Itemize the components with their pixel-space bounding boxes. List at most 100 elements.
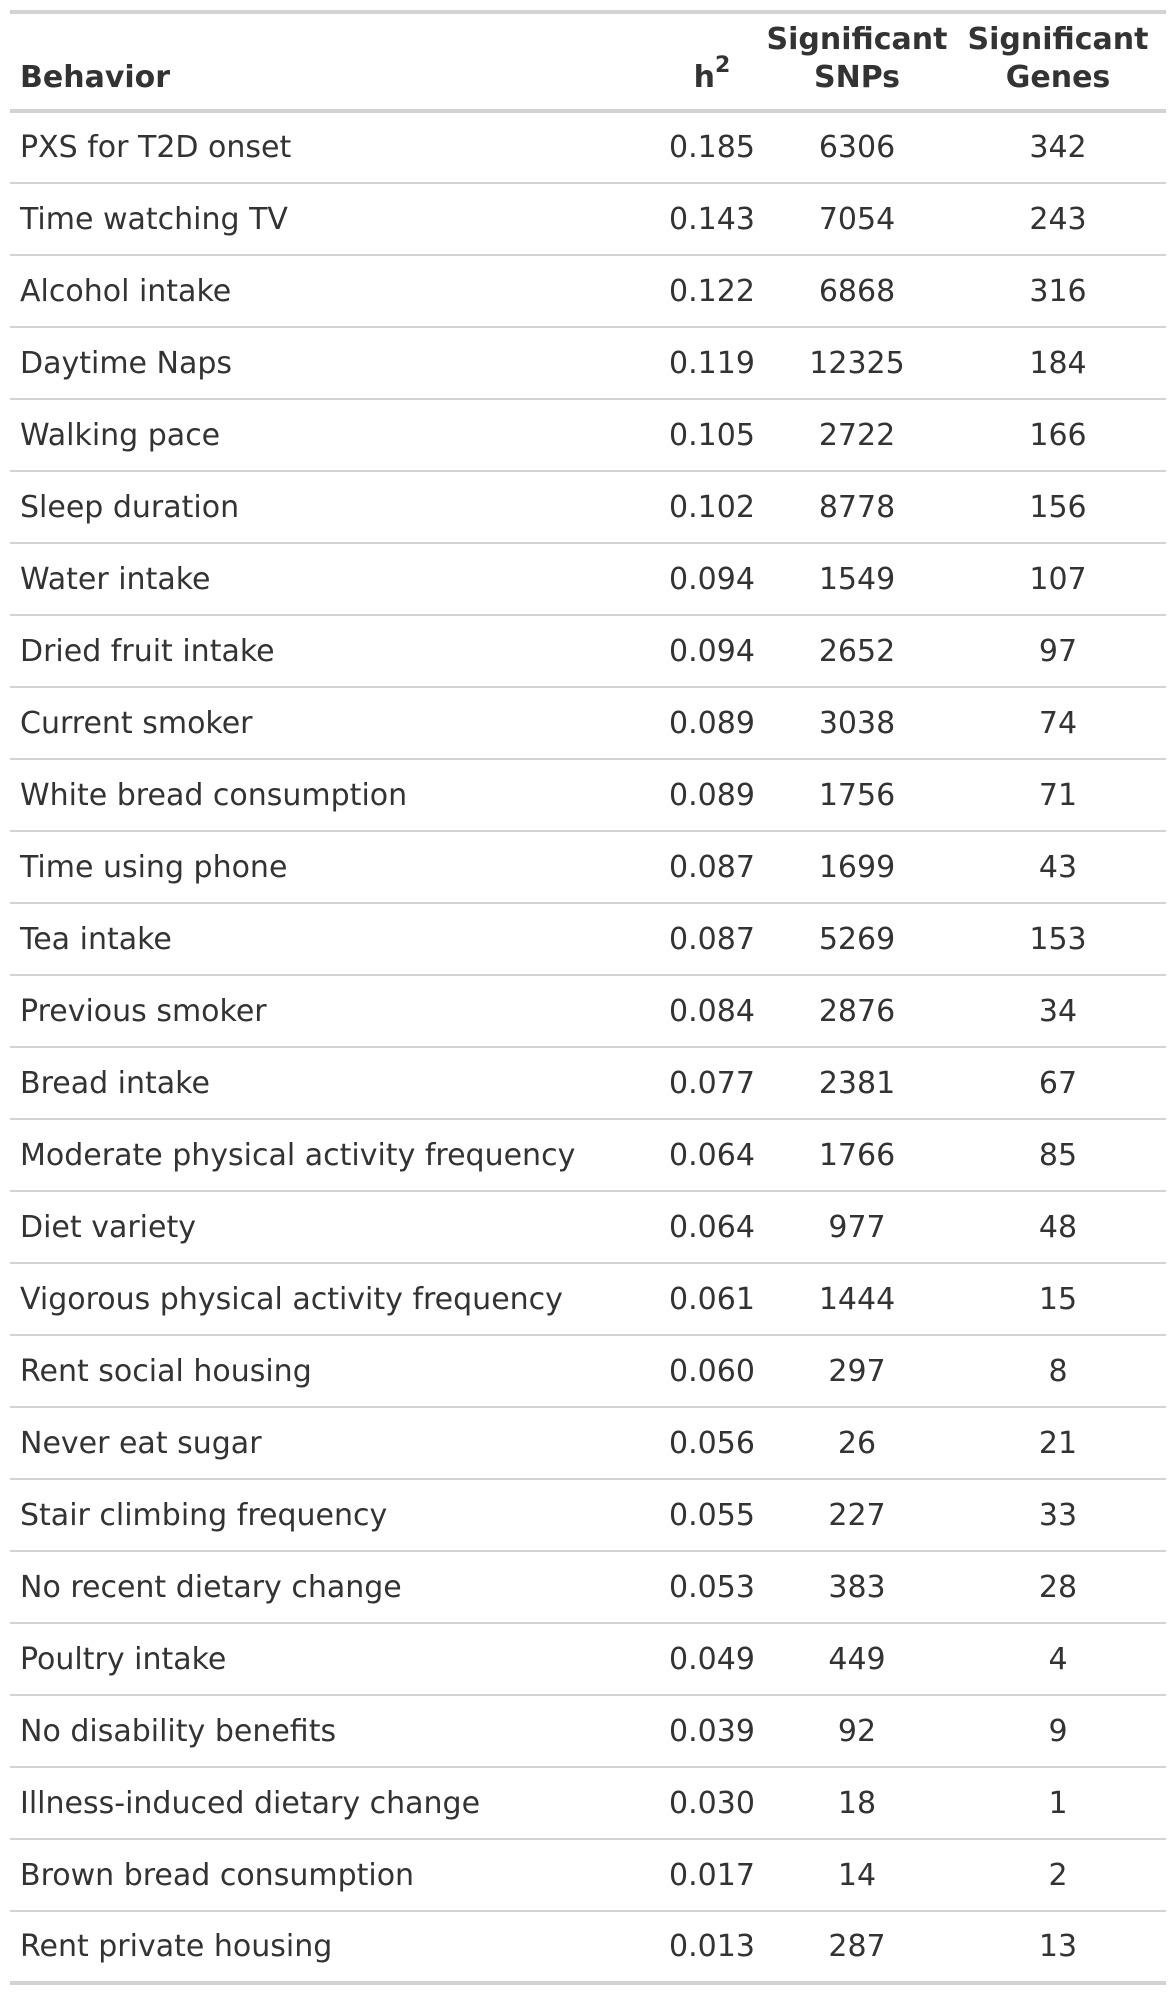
behavior-cell: Bread intake [20, 1065, 210, 1101]
snps-cell: 977 [828, 1209, 886, 1245]
snps-cell: 2381 [818, 1065, 896, 1101]
h2-cell: 0.122 [669, 273, 755, 309]
behavior-cell: Current smoker [20, 705, 253, 741]
h2-cell: 0.102 [669, 489, 755, 525]
h2-cell: 0.053 [669, 1569, 755, 1605]
h2-cell: 0.089 [669, 777, 755, 813]
header-genes-line2: Genes [1005, 60, 1111, 95]
table-row: Diet variety 0.064 977 48 [10, 1191, 1166, 1263]
snps-cell: 297 [828, 1353, 886, 1389]
table-row: Time using phone 0.087 1699 43 [10, 831, 1166, 903]
table-row: Daytime Naps 0.119 12325 184 [10, 327, 1166, 399]
h2-cell: 0.056 [669, 1425, 755, 1461]
snps-cell: 8778 [818, 489, 896, 525]
snps-cell: 1766 [818, 1137, 896, 1173]
h2-cell: 0.039 [669, 1713, 755, 1749]
h2-cell: 0.084 [669, 993, 755, 1029]
table-row: Tea intake 0.087 5269 153 [10, 903, 1166, 975]
table-row: Rent private housing 0.013 287 13 [10, 1911, 1166, 1983]
snps-cell: 227 [828, 1497, 886, 1533]
header-snps-line2: SNPs [813, 60, 901, 95]
table-row: Dried fruit intake 0.094 2652 97 [10, 615, 1166, 687]
behavior-cell: Diet variety [20, 1209, 196, 1245]
snps-cell: 383 [828, 1569, 886, 1605]
genes-cell: 166 [1029, 417, 1087, 453]
h2-cell: 0.094 [669, 561, 755, 597]
behavior-cell: Time watching TV [20, 201, 288, 237]
genes-cell: 74 [1038, 705, 1078, 741]
table-row: Bread intake 0.077 2381 67 [10, 1047, 1166, 1119]
genes-cell: 13 [1038, 1929, 1078, 1964]
table-row: No recent dietary change 0.053 383 28 [10, 1551, 1166, 1623]
h2-cell: 0.143 [669, 201, 755, 237]
h2-cell: 0.077 [669, 1065, 755, 1101]
table-row: Alcohol intake 0.122 6868 316 [10, 255, 1166, 327]
snps-cell: 1756 [818, 777, 896, 813]
behavior-cell: PXS for T2D onset [20, 130, 292, 165]
behavior-cell: Poultry intake [20, 1641, 227, 1677]
genes-cell: 153 [1029, 921, 1087, 957]
behavior-cell: Illness-induced dietary change [20, 1785, 481, 1821]
behavior-cell: White bread consumption [20, 777, 408, 813]
behavior-cell: Daytime Naps [20, 345, 233, 381]
h2-cell: 0.064 [669, 1209, 755, 1245]
snps-cell: 449 [828, 1641, 886, 1677]
snps-cell: 6306 [818, 130, 896, 165]
header-h2: h2 [614, 12, 764, 111]
snps-cell: 6868 [818, 273, 896, 309]
genes-cell: 97 [1038, 633, 1078, 669]
behavior-cell: Rent social housing [20, 1353, 312, 1389]
behavior-cell: Brown bread consumption [20, 1857, 415, 1893]
behavior-cell: Stair climbing frequency [20, 1497, 388, 1533]
genes-cell: 85 [1038, 1137, 1078, 1173]
h2-cell: 0.105 [669, 417, 755, 453]
behavior-cell: No recent dietary change [20, 1569, 402, 1605]
genes-cell: 156 [1029, 489, 1087, 525]
table-body: PXS for T2D onset 0.185 6306 342 Time watchi… [10, 111, 1166, 1983]
behavior-cell: Water intake [20, 561, 211, 597]
header-genes: Significant Genes [950, 12, 1166, 111]
h2-cell: 0.087 [669, 921, 755, 957]
header-h2-base: h [693, 60, 716, 95]
snps-cell: 12325 [809, 345, 905, 381]
genes-cell: 2 [1048, 1857, 1068, 1893]
snps-cell: 287 [828, 1929, 886, 1964]
snps-cell: 7054 [818, 201, 896, 237]
h2-cell: 0.087 [669, 849, 755, 885]
h2-cell: 0.030 [669, 1785, 755, 1821]
header-snps-line1: Significant [766, 22, 948, 57]
snps-cell: 2722 [818, 417, 896, 453]
table-row: Water intake 0.094 1549 107 [10, 543, 1166, 615]
header-row: Behavior h2 Significant SNPs Significant G… [10, 12, 1166, 111]
genes-cell: 4 [1048, 1641, 1068, 1677]
table-row: Brown bread consumption 0.017 14 2 [10, 1839, 1166, 1911]
table-row: Walking pace 0.105 2722 166 [10, 399, 1166, 471]
genes-cell: 316 [1029, 273, 1087, 309]
table-row: Current smoker 0.089 3038 74 [10, 687, 1166, 759]
genes-cell: 342 [1029, 130, 1087, 165]
table-header: Behavior h2 Significant SNPs Significant G… [10, 12, 1166, 111]
h2-cell: 0.094 [669, 633, 755, 669]
header-h2-superscript: 2 [715, 53, 731, 78]
snps-cell: 2876 [818, 993, 896, 1029]
h2-cell: 0.049 [669, 1641, 755, 1677]
genes-cell: 71 [1038, 777, 1078, 813]
snps-cell: 5269 [818, 921, 896, 957]
behavior-cell: Vigorous physical activity frequency [20, 1281, 563, 1317]
snps-cell: 1699 [818, 849, 896, 885]
behavior-cell: Alcohol intake [20, 273, 232, 309]
behavior-cell: Sleep duration [20, 489, 240, 525]
genes-cell: 67 [1038, 1065, 1078, 1101]
table-row: Moderate physical activity frequency 0.06… [10, 1119, 1166, 1191]
table-row: Illness-induced dietary change 0.030 18 1 [10, 1767, 1166, 1839]
genes-cell: 34 [1038, 993, 1078, 1029]
table-row: Never eat sugar 0.056 26 21 [10, 1407, 1166, 1479]
snps-cell: 14 [837, 1857, 877, 1893]
table-row: Rent social housing 0.060 297 8 [10, 1335, 1166, 1407]
h2-cell: 0.064 [669, 1137, 755, 1173]
table-row: Previous smoker 0.084 2876 34 [10, 975, 1166, 1047]
behavior-cell: Tea intake [20, 921, 172, 957]
genes-cell: 15 [1038, 1281, 1078, 1317]
behavior-cell: Moderate physical activity frequency [20, 1137, 576, 1173]
header-snps: Significant SNPs [764, 12, 950, 111]
